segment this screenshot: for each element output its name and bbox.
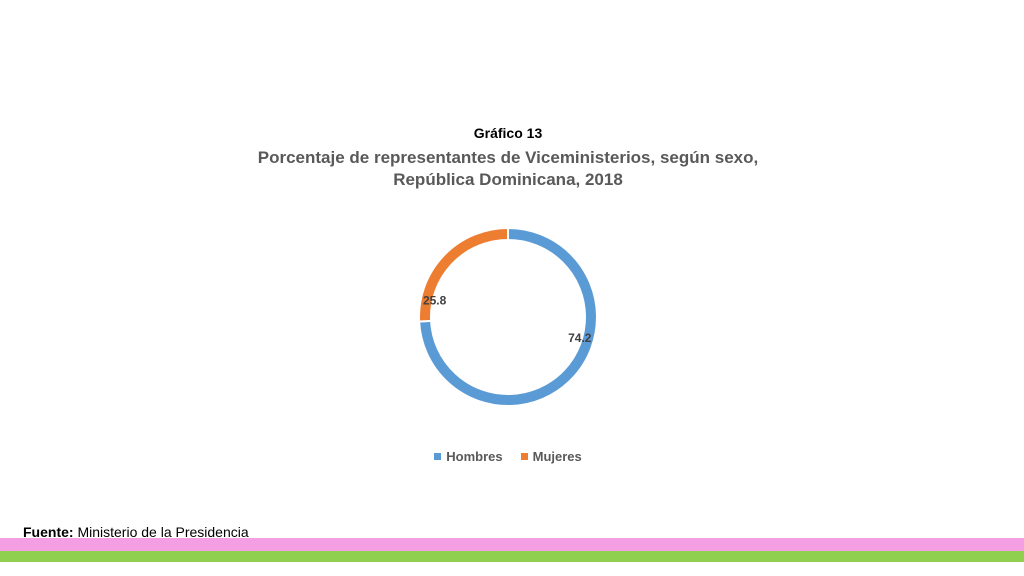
- legend-label-mujeres: Mujeres: [533, 449, 582, 464]
- data-label-hombres: 74.2: [568, 331, 592, 345]
- chart-legend: Hombres Mujeres: [0, 449, 1016, 464]
- legend-swatch-hombres: [434, 453, 441, 460]
- legend-item-mujeres: Mujeres: [521, 449, 582, 464]
- chart-title-line-1: Porcentaje de representantes de Vicemini…: [0, 147, 1016, 169]
- legend-swatch-mujeres: [521, 453, 528, 460]
- footer-band-pink: [0, 538, 1024, 551]
- chart-title: Porcentaje de representantes de Vicemini…: [0, 147, 1016, 191]
- legend-item-hombres: Hombres: [434, 449, 502, 464]
- legend-label-hombres: Hombres: [446, 449, 502, 464]
- chart-title-line-2: República Dominicana, 2018: [0, 169, 1016, 191]
- data-label-mujeres: 25.8: [423, 294, 447, 308]
- donut-chart: 74.2 25.8: [408, 214, 608, 420]
- footer-band-green: [0, 551, 1024, 562]
- chart-label: Gráfico 13: [0, 125, 1016, 141]
